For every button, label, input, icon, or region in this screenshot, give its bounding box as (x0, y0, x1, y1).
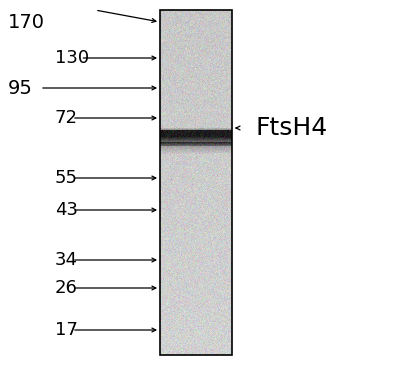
Text: 55: 55 (55, 169, 78, 187)
Text: 130: 130 (55, 49, 89, 67)
Text: 170: 170 (8, 13, 45, 32)
Text: FtsH4: FtsH4 (255, 116, 327, 140)
Text: 95: 95 (8, 78, 33, 97)
Text: 17: 17 (55, 321, 78, 339)
Text: 72: 72 (55, 109, 78, 127)
Text: 43: 43 (55, 201, 78, 219)
Text: 26: 26 (55, 279, 78, 297)
Bar (160, 10, 232, 355)
Text: 34: 34 (55, 251, 78, 269)
